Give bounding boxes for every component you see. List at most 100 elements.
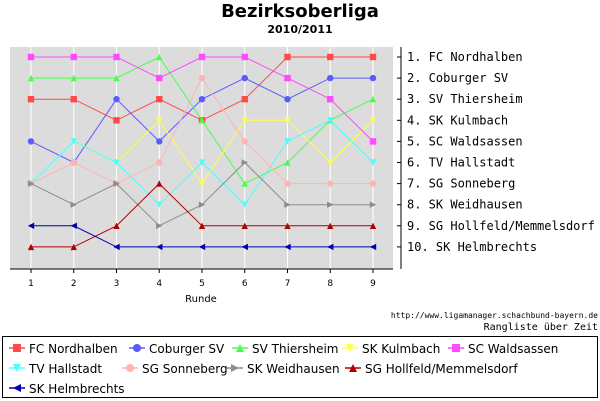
legend-marker — [349, 364, 357, 372]
legend-item: TV Hallstadt — [9, 362, 102, 376]
series — [27, 53, 377, 251]
rank-labels: 1. FC Nordhalben 2. Coburger SV 3. SV Thie… — [397, 47, 595, 269]
legend-label: FC Nordhalben — [29, 342, 118, 356]
data-point — [284, 138, 291, 145]
x-tick-label: 4 — [156, 279, 162, 289]
data-point — [327, 222, 334, 229]
credit-caption: Rangliste über Zeit — [483, 322, 598, 333]
legend-item: SK Weidhausen — [227, 362, 340, 376]
data-point — [241, 243, 248, 251]
data-point — [369, 243, 377, 251]
data-point — [284, 180, 291, 187]
rank-label: 6. TV Hallstadt — [407, 156, 515, 170]
data-point — [156, 243, 163, 251]
legend-marker — [346, 344, 354, 352]
data-point — [327, 180, 334, 187]
legend-marker — [231, 364, 239, 372]
legend-marker — [452, 344, 460, 352]
data-point — [113, 180, 120, 187]
rank-label: 7. SG Sonneberg — [407, 177, 515, 191]
data-point — [113, 53, 120, 61]
data-point — [327, 53, 334, 61]
rank-chart: 1 2 3 4 5 6 7 8 9 Runde 1. FC Nordhalben 2. Cobur… — [10, 47, 595, 305]
x-tick-label: 6 — [242, 279, 248, 289]
data-point — [369, 180, 377, 187]
data-point — [156, 159, 163, 166]
rank-label: 4. SK Kulmbach — [407, 113, 508, 127]
data-point — [198, 201, 206, 208]
data-point — [198, 222, 206, 229]
data-point — [113, 243, 120, 251]
data-point — [113, 117, 120, 124]
data-point — [327, 201, 334, 208]
data-point — [369, 201, 377, 208]
data-point — [70, 96, 77, 103]
data-point — [369, 222, 377, 229]
data-point — [70, 53, 77, 61]
data-point — [284, 53, 291, 61]
data-point — [241, 117, 248, 124]
series-group — [27, 222, 377, 251]
data-point — [241, 222, 248, 229]
data-point — [27, 138, 35, 145]
data-point — [156, 201, 163, 208]
series-group — [27, 53, 377, 187]
rank-label: 1. FC Nordhalben — [407, 50, 523, 64]
data-point — [198, 243, 206, 251]
x-tick-label: 2 — [71, 279, 77, 289]
data-point — [241, 201, 248, 208]
legend-label: SC Waldsassen — [468, 342, 558, 356]
legend-marker — [13, 344, 21, 352]
x-tick-label: 1 — [28, 279, 34, 289]
legend-label: SV Thiersheim — [252, 342, 339, 356]
series-group — [27, 74, 377, 166]
legend-label: SG Sonneberg — [142, 362, 228, 376]
legend-item: SV Thiersheim — [232, 342, 339, 356]
data-point — [27, 74, 35, 82]
data-point — [327, 159, 334, 166]
data-point — [198, 117, 206, 124]
series-group — [27, 117, 377, 208]
data-point — [241, 74, 248, 82]
data-point — [27, 96, 35, 103]
data-point — [198, 96, 206, 103]
data-point — [156, 74, 163, 82]
x-tick-label: 5 — [199, 279, 205, 289]
data-point — [113, 74, 120, 82]
legend-marker — [13, 384, 21, 392]
credit-url[interactable]: http://www.ligamanager.schachbund-bayern… — [390, 311, 598, 320]
data-point — [241, 180, 248, 187]
data-point — [27, 222, 35, 229]
data-point — [113, 159, 120, 166]
grid — [30, 47, 374, 269]
rank-label: 9. SG Hollfeld/Memmelsdorf — [407, 219, 595, 233]
legend-label: SG Hollfeld/Memmelsdorf — [365, 362, 518, 376]
data-point — [241, 53, 248, 61]
data-point — [156, 117, 163, 124]
data-point — [369, 138, 377, 145]
data-point — [369, 74, 377, 82]
x-tick-label: 7 — [285, 279, 291, 289]
data-point — [113, 222, 120, 229]
legend-label: TV Hallstadt — [28, 362, 102, 376]
x-tick-label: 9 — [370, 279, 376, 289]
legend-marker — [236, 344, 244, 352]
legend-label: SK Kulmbach — [362, 342, 440, 356]
data-point — [284, 74, 291, 82]
legend-label: Coburger SV — [149, 342, 225, 356]
legend-marker — [126, 364, 134, 372]
data-point — [70, 138, 77, 145]
data-point — [27, 180, 35, 187]
data-point — [70, 74, 77, 82]
data-point — [198, 53, 206, 61]
legend-item: SK Helmbrechts — [9, 382, 125, 396]
data-point — [327, 96, 334, 103]
x-tick-label: 8 — [327, 279, 333, 289]
rank-label: 2. Coburger SV — [407, 71, 508, 85]
data-point — [327, 243, 334, 251]
data-point — [27, 243, 35, 251]
series-group — [27, 180, 377, 251]
data-point — [284, 117, 291, 124]
data-point — [369, 159, 377, 166]
